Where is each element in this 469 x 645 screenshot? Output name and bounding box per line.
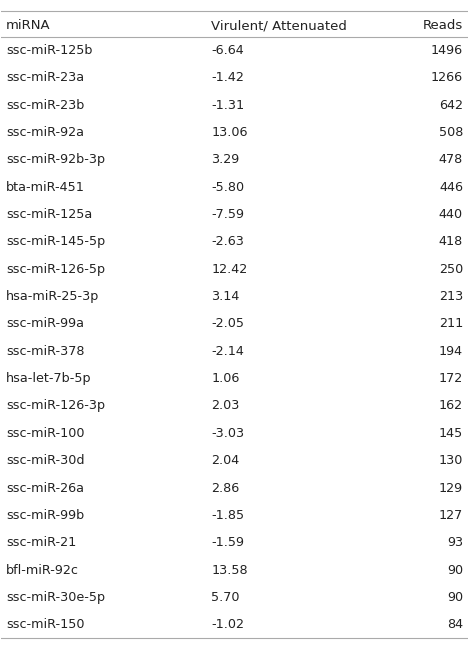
Text: 1.06: 1.06 [211, 372, 240, 385]
Text: 90: 90 [447, 564, 463, 577]
Text: -1.59: -1.59 [211, 536, 244, 550]
Text: Reads: Reads [423, 19, 463, 32]
Text: 213: 213 [439, 290, 463, 303]
Text: ssc-miR-145-5p: ssc-miR-145-5p [6, 235, 106, 248]
Text: 446: 446 [439, 181, 463, 194]
Text: 13.58: 13.58 [211, 564, 248, 577]
Text: 162: 162 [439, 399, 463, 412]
Text: 1496: 1496 [431, 44, 463, 57]
Text: 1266: 1266 [431, 71, 463, 84]
Text: ssc-miR-150: ssc-miR-150 [6, 619, 84, 631]
Text: -3.03: -3.03 [211, 427, 244, 440]
Text: 12.42: 12.42 [211, 263, 248, 275]
Text: ssc-miR-30d: ssc-miR-30d [6, 454, 84, 467]
Text: ssc-miR-125b: ssc-miR-125b [6, 44, 92, 57]
Text: bta-miR-451: bta-miR-451 [6, 181, 85, 194]
Text: -1.42: -1.42 [211, 71, 244, 84]
Text: ssc-miR-92b-3p: ssc-miR-92b-3p [6, 154, 105, 166]
Text: miRNA: miRNA [6, 19, 51, 32]
Text: -2.14: -2.14 [211, 345, 244, 358]
Text: 84: 84 [447, 619, 463, 631]
Text: -5.80: -5.80 [211, 181, 244, 194]
Text: hsa-let-7b-5p: hsa-let-7b-5p [6, 372, 91, 385]
Text: 478: 478 [439, 154, 463, 166]
Text: ssc-miR-99b: ssc-miR-99b [6, 509, 84, 522]
Text: ssc-miR-125a: ssc-miR-125a [6, 208, 92, 221]
Text: 211: 211 [439, 317, 463, 330]
Text: 127: 127 [439, 509, 463, 522]
Text: 13.06: 13.06 [211, 126, 248, 139]
Text: ssc-miR-126-3p: ssc-miR-126-3p [6, 399, 105, 412]
Text: 172: 172 [439, 372, 463, 385]
Text: -2.63: -2.63 [211, 235, 244, 248]
Text: 129: 129 [439, 482, 463, 495]
Text: -1.02: -1.02 [211, 619, 244, 631]
Text: -1.85: -1.85 [211, 509, 244, 522]
Text: 642: 642 [439, 99, 463, 112]
Text: ssc-miR-21: ssc-miR-21 [6, 536, 76, 550]
Text: 508: 508 [439, 126, 463, 139]
Text: -2.05: -2.05 [211, 317, 244, 330]
Text: 3.29: 3.29 [211, 154, 240, 166]
Text: 93: 93 [447, 536, 463, 550]
Text: 194: 194 [439, 345, 463, 358]
Text: ssc-miR-26a: ssc-miR-26a [6, 482, 84, 495]
Text: hsa-miR-25-3p: hsa-miR-25-3p [6, 290, 99, 303]
Text: 2.86: 2.86 [211, 482, 240, 495]
Text: -6.64: -6.64 [211, 44, 244, 57]
Text: ssc-miR-100: ssc-miR-100 [6, 427, 84, 440]
Text: 418: 418 [439, 235, 463, 248]
Text: 90: 90 [447, 591, 463, 604]
Text: ssc-miR-99a: ssc-miR-99a [6, 317, 84, 330]
Text: 5.70: 5.70 [211, 591, 240, 604]
Text: ssc-miR-23a: ssc-miR-23a [6, 71, 84, 84]
Text: 2.03: 2.03 [211, 399, 240, 412]
Text: ssc-miR-30e-5p: ssc-miR-30e-5p [6, 591, 105, 604]
Text: 440: 440 [439, 208, 463, 221]
Text: ssc-miR-378: ssc-miR-378 [6, 345, 84, 358]
Text: 2.04: 2.04 [211, 454, 240, 467]
Text: -7.59: -7.59 [211, 208, 244, 221]
Text: ssc-miR-92a: ssc-miR-92a [6, 126, 84, 139]
Text: 130: 130 [439, 454, 463, 467]
Text: 145: 145 [439, 427, 463, 440]
Text: 3.14: 3.14 [211, 290, 240, 303]
Text: -1.31: -1.31 [211, 99, 244, 112]
Text: ssc-miR-23b: ssc-miR-23b [6, 99, 84, 112]
Text: Virulent/ Attenuated: Virulent/ Attenuated [211, 19, 347, 32]
Text: 250: 250 [439, 263, 463, 275]
Text: ssc-miR-126-5p: ssc-miR-126-5p [6, 263, 105, 275]
Text: bfl-miR-92c: bfl-miR-92c [6, 564, 79, 577]
